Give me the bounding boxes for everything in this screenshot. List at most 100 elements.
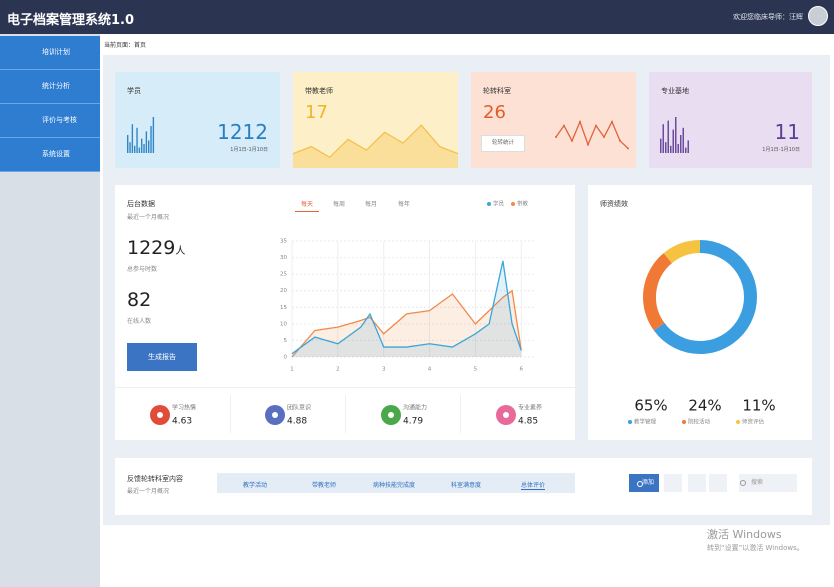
mini-bar <box>667 120 669 153</box>
legend-dot <box>628 420 632 424</box>
mini-dot <box>627 147 629 150</box>
watermark: 激活 Windows <box>707 528 782 541</box>
tab[interactable]: 总体评价 <box>521 482 546 490</box>
stat-value: 4.88 <box>287 417 307 427</box>
tab[interactable]: 科室满意度 <box>451 482 482 489</box>
tab[interactable]: 每天 <box>295 199 320 212</box>
mini-bar <box>670 145 672 153</box>
add-button[interactable]: 添加 <box>629 474 659 492</box>
avatar[interactable] <box>808 6 828 26</box>
mini-dot <box>555 136 557 138</box>
legend-dot <box>487 202 491 206</box>
watermark: 转到“设置”以激活 Windows。 <box>707 544 804 552</box>
mini-dot <box>595 124 597 127</box>
donut-segment <box>653 240 757 354</box>
menu-item[interactable]: 系统设置 <box>0 138 100 172</box>
stat-label: 专业素养 <box>518 404 542 412</box>
icon-glyph <box>157 412 163 418</box>
search-box[interactable]: 搜索 <box>739 474 797 492</box>
x-tick-label: 4 <box>428 367 432 373</box>
section-title: 后台数据 <box>127 200 155 208</box>
stat-value: 4.79 <box>403 417 423 427</box>
card-button[interactable]: 轮转统计 <box>481 135 525 152</box>
tab[interactable]: 每月 <box>365 201 378 208</box>
mini-bar <box>677 144 679 153</box>
divider <box>460 395 461 433</box>
mini-line <box>292 124 459 159</box>
performance-card: 师资绩效 <box>588 185 812 440</box>
card-date: 1月1日-1月10日 <box>762 147 800 153</box>
mini-bar <box>141 138 143 153</box>
donut-segment <box>663 240 701 264</box>
icon-button[interactable] <box>688 474 706 492</box>
stat-label: 团队意识 <box>287 404 311 412</box>
legend-dot <box>736 420 740 424</box>
mini-bar <box>660 138 662 153</box>
overview-card: 后台数据 最近一个月概况 每天 每周 每月 每年 1229人 总参与时数 82 … <box>115 185 575 440</box>
mini-bar <box>152 117 155 153</box>
mini-bar <box>134 145 136 153</box>
y-tick-label: 0 <box>284 355 288 361</box>
mini-bar <box>685 147 687 153</box>
icon-glyph <box>272 412 278 418</box>
card-title: 专业基地 <box>661 87 689 95</box>
report-button[interactable]: 生成报告 <box>127 343 197 371</box>
header-bar: 电子档案管理系统1.0 欢迎您临床导师：汪辉 <box>0 0 834 34</box>
legend-label: 院校活动 <box>688 418 711 426</box>
stat-card: 轮转科室 26 轮转统计 <box>471 72 636 168</box>
percent-label: 24% <box>688 397 721 415</box>
y-tick-label: 25 <box>280 272 287 278</box>
stat-label: 学习热情 <box>172 404 196 412</box>
tab[interactable]: 带教老师 <box>312 482 337 489</box>
mini-line <box>555 119 629 149</box>
card-title: 带教老师 <box>305 87 333 95</box>
total-number: 1229 <box>127 237 176 259</box>
add-icon <box>637 481 643 487</box>
legend-dot <box>511 202 515 206</box>
mini-bar <box>665 142 667 153</box>
stat-value: 4.63 <box>172 417 192 427</box>
icon-button[interactable] <box>664 474 682 492</box>
welcome: 欢迎您临床导师：汪辉 <box>733 13 803 21</box>
card-value: 11 <box>774 120 800 144</box>
divider <box>230 395 231 433</box>
mini-dot <box>611 120 613 123</box>
total-label: 总参与时数 <box>127 266 158 273</box>
stat-card: 学员 1212 1月1日-1月10日 <box>115 72 280 168</box>
mini-dot <box>619 139 621 142</box>
mini-bar <box>127 135 129 153</box>
mini-bar <box>145 131 148 153</box>
y-tick-label: 5 <box>284 338 288 344</box>
icon-glyph <box>503 412 509 418</box>
series-line <box>291 289 522 358</box>
icon-button[interactable] <box>709 474 727 492</box>
feedback-card: 反馈轮转科室内容 最近一个月概况 教学活动 带教老师 病种技能完成度 科室满意度… <box>115 458 812 515</box>
tab[interactable]: 每周 <box>333 201 346 208</box>
x-tick-label: 5 <box>474 367 478 373</box>
y-tick-label: 10 <box>280 321 287 327</box>
menu-item[interactable]: 统计分析 <box>0 70 100 104</box>
section-subtitle: 最近一个月概况 <box>127 214 170 221</box>
mini-dot <box>603 136 605 138</box>
legend-dot <box>682 420 686 424</box>
menu-item[interactable]: 评价与考核 <box>0 104 100 138</box>
card-date: 1月1日-1月10日 <box>230 147 268 153</box>
tab[interactable]: 教学活动 <box>243 482 268 489</box>
donut-segment <box>643 253 673 331</box>
online-value: 82 <box>127 289 152 311</box>
mini-bar <box>672 129 674 153</box>
series-area <box>292 260 522 357</box>
breadcrumb: 当前页面：首页 <box>104 42 147 49</box>
section-title: 反馈轮转科室内容 <box>127 475 183 483</box>
percent-label: 11% <box>742 397 775 415</box>
mini-area <box>293 125 458 168</box>
mini-dot <box>563 124 565 127</box>
tab[interactable]: 每年 <box>398 201 411 208</box>
total-unit: 人 <box>175 246 186 257</box>
menu-item[interactable]: 培训计划 <box>0 36 100 70</box>
app-title: 电子档案管理系统1.0 <box>7 13 135 28</box>
card-value: 1212 <box>217 120 268 144</box>
tab[interactable]: 病种技能完成度 <box>373 482 416 489</box>
